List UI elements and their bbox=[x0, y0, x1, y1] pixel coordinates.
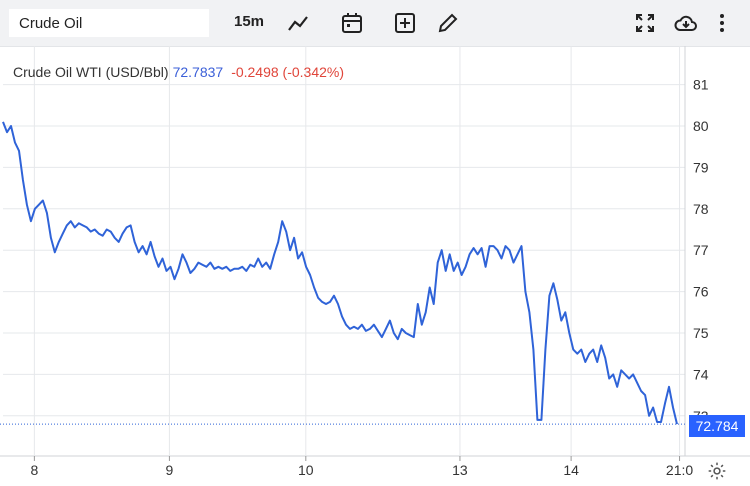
download-icon[interactable] bbox=[674, 11, 698, 35]
x-tick-label: 14 bbox=[563, 462, 579, 478]
legend-last-price: 72.7837 bbox=[172, 64, 224, 80]
legend-change: -0.2498 (-0.342%) bbox=[231, 64, 345, 80]
y-tick-label: 81 bbox=[693, 77, 709, 93]
x-tick-label: 21:0 bbox=[666, 462, 693, 478]
line-chart-icon[interactable] bbox=[287, 11, 311, 35]
calendar-icon[interactable] bbox=[340, 11, 364, 35]
settings-icon[interactable] bbox=[707, 461, 727, 481]
y-tick-label: 77 bbox=[693, 242, 709, 258]
x-tick-label: 13 bbox=[452, 462, 468, 478]
interval-selector[interactable]: 15m bbox=[234, 13, 265, 30]
chart-legend: Crude Oil WTI (USD/Bbl) 72.7837 -0.2498 (-… bbox=[13, 64, 344, 80]
y-tick-label: 78 bbox=[693, 201, 709, 217]
toolbar: 15m bbox=[0, 0, 750, 47]
y-tick-label: 75 bbox=[693, 325, 709, 341]
x-tick-label: 8 bbox=[30, 462, 38, 478]
draw-icon[interactable] bbox=[436, 11, 460, 35]
add-indicator-icon[interactable] bbox=[393, 11, 417, 35]
y-tick-label: 74 bbox=[693, 366, 709, 382]
last-price-label: 72.784 bbox=[689, 415, 745, 437]
price-series-line bbox=[2, 121, 678, 425]
y-tick-label: 76 bbox=[693, 284, 709, 300]
symbol-search-input[interactable] bbox=[9, 9, 209, 37]
more-icon[interactable] bbox=[710, 11, 734, 35]
fullscreen-icon[interactable] bbox=[633, 11, 657, 35]
y-tick-label: 80 bbox=[693, 118, 709, 134]
legend-name: Crude Oil WTI (USD/Bbl) bbox=[13, 64, 169, 80]
x-tick-label: 9 bbox=[166, 462, 174, 478]
x-tick-label: 10 bbox=[298, 462, 314, 478]
y-tick-label: 79 bbox=[693, 159, 709, 175]
